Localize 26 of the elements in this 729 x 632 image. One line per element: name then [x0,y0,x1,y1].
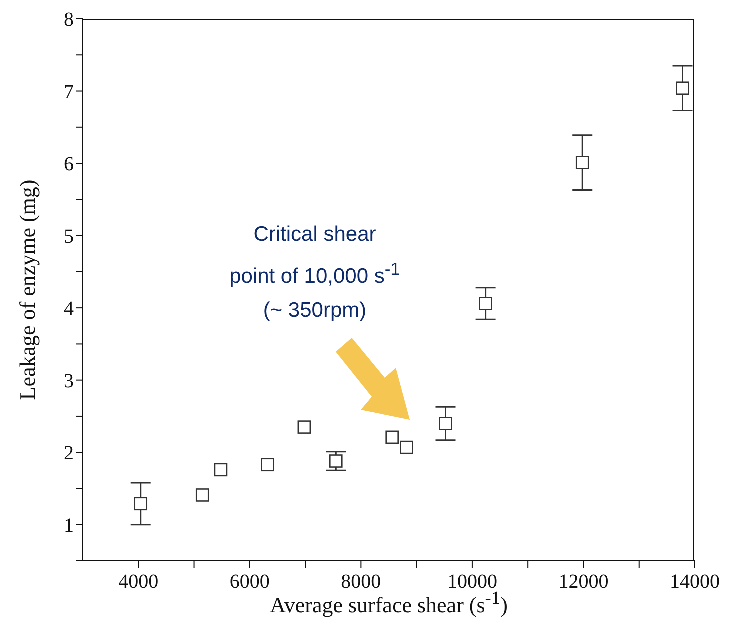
y-tick-label: 1 [64,514,74,537]
x-tick-label: 14000 [670,571,720,594]
y-tick-label: 4 [64,298,74,320]
text: Critical shear point of 10,000 s$^{-1}$ (~ 350rpm) [230,223,400,322]
point [676,82,690,96]
point [400,440,414,454]
point [134,497,148,511]
y-tick-label: 7 [64,81,74,104]
y-tick-label: 8 [64,9,74,32]
y-tick-label: 3 [64,370,74,392]
y-tick-label: 2 [64,442,74,465]
point [479,297,492,310]
x-tick-label: 4000 [118,571,159,594]
x-tick-label: 12000 [558,571,609,594]
x-tick-label: 6000 [230,571,270,594]
y-tick-label: 6 [64,154,74,176]
point [196,488,210,502]
point [261,458,274,472]
point [576,156,590,170]
point [298,420,312,434]
point [214,463,228,477]
point [386,430,399,444]
point [439,417,452,430]
y-axis-title: Leakage of enzyme (mg) [15,180,41,400]
point [329,454,343,468]
y-tick-label: 5 [64,226,74,248]
